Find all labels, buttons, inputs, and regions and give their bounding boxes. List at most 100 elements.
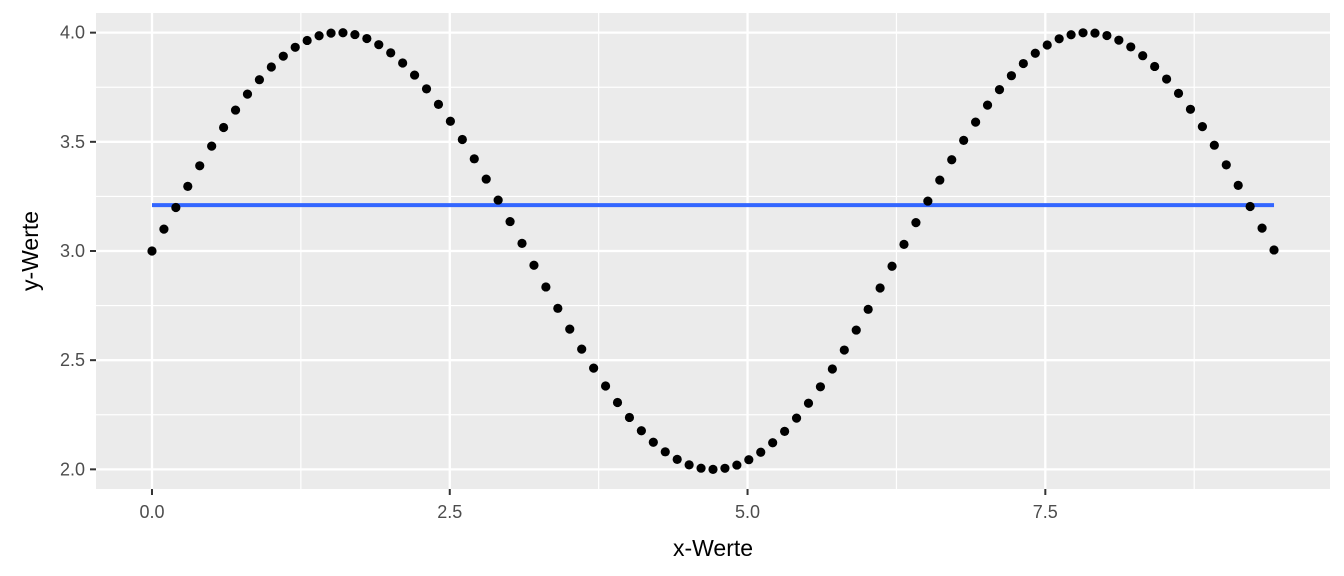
data-point (1030, 48, 1040, 58)
data-point (326, 28, 336, 38)
data-point (1173, 88, 1184, 98)
data-point (195, 161, 205, 171)
data-point (541, 282, 551, 292)
data-point (469, 154, 479, 164)
x-tick-label: 5.0 (735, 502, 760, 522)
data-point (1114, 35, 1124, 45)
x-tick-label: 2.5 (437, 502, 462, 522)
y-tick-label: 3.5 (60, 132, 85, 152)
data-point (457, 134, 467, 145)
data-point (409, 70, 420, 80)
data-point (1090, 28, 1100, 38)
data-points (147, 28, 1279, 474)
data-point (1018, 58, 1028, 69)
data-point (183, 181, 193, 191)
data-point (421, 84, 432, 94)
data-point (517, 238, 527, 248)
data-point (744, 455, 754, 465)
data-point (780, 426, 790, 436)
y-tick-label: 3.0 (60, 241, 85, 261)
data-point (1150, 61, 1160, 72)
data-point (672, 454, 682, 465)
data-point (947, 155, 957, 165)
data-point (1185, 104, 1196, 114)
data-point (720, 463, 730, 473)
data-point (911, 218, 921, 228)
data-point (935, 175, 945, 185)
data-point (982, 100, 993, 110)
data-point (1245, 201, 1255, 212)
data-point (242, 89, 253, 99)
data-point (219, 122, 229, 133)
data-point (1066, 30, 1076, 40)
data-point (565, 324, 575, 334)
data-point (350, 29, 360, 40)
data-point (756, 447, 766, 457)
data-point (875, 283, 885, 293)
data-point (589, 363, 599, 373)
data-point (600, 381, 611, 391)
x-tick-label: 7.5 (1033, 502, 1058, 522)
data-point (636, 426, 646, 436)
data-point (445, 116, 455, 126)
data-point (266, 62, 276, 72)
data-point (1054, 34, 1064, 44)
data-point (768, 438, 778, 448)
y-tick-label: 4.0 (60, 23, 85, 43)
data-point (1221, 160, 1231, 170)
data-point (577, 344, 587, 354)
data-point (732, 460, 742, 470)
data-point (827, 364, 837, 374)
data-point (791, 413, 802, 423)
x-axis-ticks: 0.0 2.5 5.0 7.5 (139, 489, 1058, 522)
data-point (386, 48, 396, 58)
data-point (839, 345, 849, 355)
data-point (147, 246, 157, 256)
data-point (1138, 51, 1148, 61)
data-point (1042, 40, 1052, 50)
data-point (207, 141, 217, 151)
data-point (851, 325, 861, 335)
y-axis-title: y-Werte (17, 211, 43, 291)
data-point (1233, 180, 1243, 190)
y-tick-label: 2.5 (60, 350, 85, 370)
data-point (971, 117, 981, 127)
data-point (803, 398, 814, 408)
data-point (1209, 140, 1219, 150)
data-point (338, 28, 348, 38)
data-point (1006, 71, 1017, 81)
data-point (899, 239, 909, 250)
data-point (362, 33, 372, 44)
y-axis-ticks: 2.0 2.5 3.0 3.5 4.0 (60, 23, 96, 479)
data-point (553, 303, 563, 313)
data-point (290, 42, 300, 52)
major-gridlines (96, 13, 1330, 489)
data-point (481, 174, 491, 184)
data-point (648, 437, 658, 447)
data-point (1161, 74, 1172, 84)
data-point (815, 382, 826, 392)
data-point (493, 195, 503, 205)
x-tick-label: 0.0 (139, 502, 164, 522)
y-tick-label: 2.0 (60, 459, 85, 479)
data-point (1102, 30, 1112, 41)
data-point (1257, 223, 1267, 233)
data-point (684, 460, 694, 470)
data-point (923, 196, 933, 206)
data-point (254, 75, 265, 85)
data-point (505, 216, 515, 227)
data-point (708, 464, 718, 474)
data-point (314, 31, 324, 41)
data-point (624, 412, 635, 423)
data-point (887, 261, 897, 271)
data-point (1126, 42, 1136, 52)
data-point (660, 447, 670, 457)
data-point (230, 105, 241, 115)
data-point (159, 224, 169, 234)
data-point (612, 397, 623, 408)
data-point (302, 35, 312, 46)
data-point (529, 260, 539, 270)
data-point (1269, 245, 1279, 255)
data-point (278, 51, 288, 61)
data-point (863, 304, 873, 314)
